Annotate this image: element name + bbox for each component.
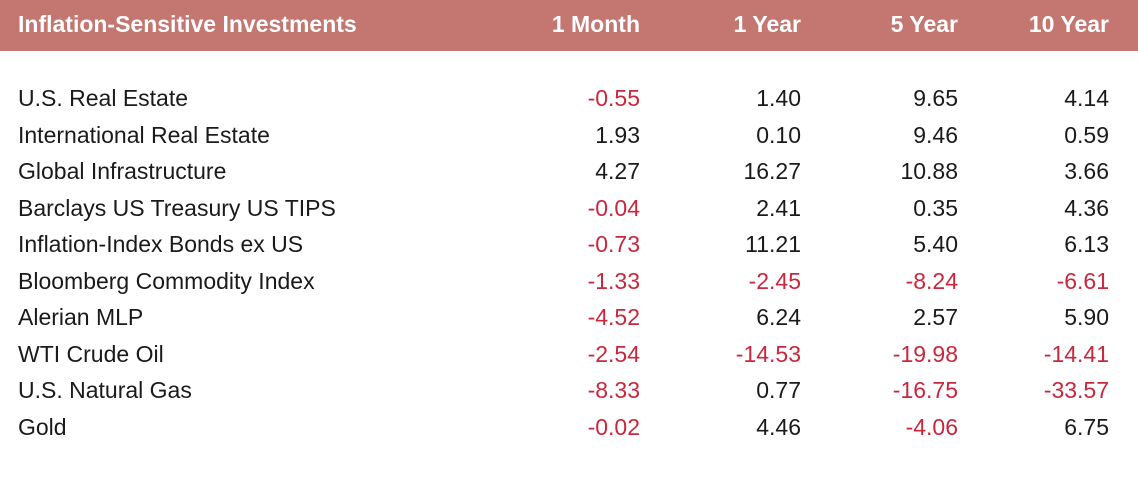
- value-10-year: 3.66: [1064, 158, 1109, 184]
- value-10-year: 5.90: [1064, 304, 1109, 330]
- row-label: International Real Estate: [18, 121, 270, 148]
- table-row: Gold -0.02 4.46 -4.06 6.75: [0, 409, 1138, 446]
- value-1-year: 16.27: [743, 158, 801, 184]
- header-5-year: 5 Year: [890, 11, 958, 37]
- value-5-year: -19.98: [892, 340, 958, 367]
- table-row: International Real Estate 1.93 0.10 9.46…: [0, 117, 1138, 154]
- value-1-month: -8.33: [587, 377, 640, 403]
- row-label: Alerian MLP: [18, 304, 144, 330]
- value-1-month: -1.33: [587, 267, 640, 294]
- table-row: Bloomberg Commodity Index -1.33 -2.45 -8…: [0, 263, 1138, 300]
- value-1-year: 4.46: [756, 413, 801, 440]
- value-1-year: -2.45: [748, 267, 801, 294]
- value-5-year: 5.40: [913, 231, 958, 257]
- value-5-year: 10.88: [900, 158, 958, 184]
- value-1-month: -0.04: [587, 194, 640, 221]
- value-10-year: -6.61: [1056, 267, 1109, 294]
- row-label: WTI Crude Oil: [18, 340, 164, 367]
- row-label: Barclays US Treasury US TIPS: [18, 194, 336, 221]
- value-1-year: 0.77: [756, 377, 801, 403]
- value-10-year: -33.57: [1043, 377, 1109, 403]
- table-row: WTI Crude Oil -2.54 -14.53 -19.98 -14.41: [0, 336, 1138, 373]
- value-5-year: 9.65: [913, 85, 958, 111]
- value-1-year: 0.10: [756, 121, 801, 148]
- value-1-year: 2.41: [756, 194, 801, 221]
- table-row: Barclays US Treasury US TIPS -0.04 2.41 …: [0, 190, 1138, 227]
- header-1-month: 1 Month: [551, 11, 640, 37]
- value-5-year: 0.35: [913, 194, 958, 221]
- value-5-year: -8.24: [905, 267, 958, 294]
- value-1-month: 4.27: [595, 158, 640, 184]
- value-10-year: 6.75: [1064, 413, 1109, 440]
- row-label: U.S. Real Estate: [18, 85, 189, 111]
- table-row: U.S. Natural Gas -8.33 0.77 -16.75 -33.5…: [0, 372, 1138, 409]
- value-10-year: -14.41: [1043, 340, 1109, 367]
- value-1-month: -4.52: [587, 304, 640, 330]
- value-5-year: -4.06: [905, 413, 958, 440]
- value-1-month: -2.54: [587, 340, 640, 367]
- table-row: Inflation-Index Bonds ex US -0.73 11.21 …: [0, 226, 1138, 263]
- header-1-year: 1 Year: [733, 11, 801, 37]
- table-row: Alerian MLP -4.52 6.24 2.57 5.90: [0, 299, 1138, 336]
- value-5-year: -16.75: [892, 377, 958, 403]
- value-1-year: 11.21: [745, 231, 801, 257]
- value-1-year: 6.24: [756, 304, 801, 330]
- value-1-month: -0.55: [587, 85, 640, 111]
- row-label: Bloomberg Commodity Index: [18, 267, 315, 294]
- value-10-year: 6.13: [1064, 231, 1109, 257]
- table-body: U.S. Real Estate -0.55 1.40 9.65 4.14 In…: [0, 80, 1138, 445]
- table-row: U.S. Real Estate -0.55 1.40 9.65 4.14: [0, 80, 1138, 117]
- row-label: Gold: [18, 413, 67, 440]
- value-10-year: 0.59: [1064, 121, 1109, 148]
- value-1-year: -14.53: [735, 340, 801, 367]
- row-label: U.S. Natural Gas: [18, 377, 192, 403]
- header-category: Inflation-Sensitive Investments: [18, 11, 357, 37]
- value-10-year: 4.36: [1064, 194, 1109, 221]
- table-header: Inflation-Sensitive Investments 1 Month …: [0, 0, 1138, 51]
- value-5-year: 2.57: [913, 304, 958, 330]
- row-label: Inflation-Index Bonds ex US: [18, 231, 304, 257]
- value-10-year: 4.14: [1064, 85, 1109, 111]
- row-label: Global Infrastructure: [18, 158, 227, 184]
- value-1-month: 1.93: [595, 121, 640, 148]
- value-5-year: 9.46: [913, 121, 958, 148]
- value-1-year: 1.40: [756, 85, 801, 111]
- header-10-year: 10 Year: [1028, 11, 1109, 37]
- value-1-month: -0.02: [587, 413, 640, 440]
- returns-table: Inflation-Sensitive Investments 1 Month …: [0, 0, 1138, 440]
- table-row: Global Infrastructure 4.27 16.27 10.88 3…: [0, 153, 1138, 190]
- value-1-month: -0.73: [587, 231, 640, 257]
